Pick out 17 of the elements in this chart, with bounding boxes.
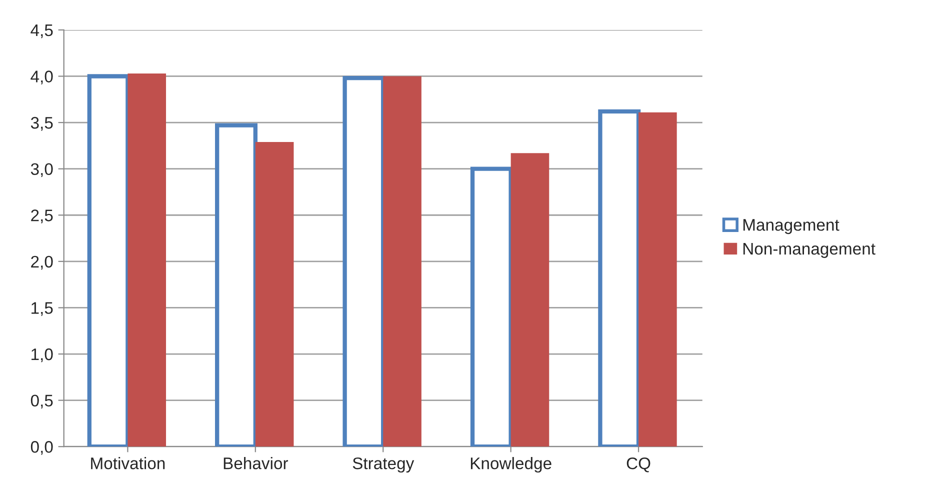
- legend-label: Management: [743, 219, 840, 234]
- legend-label: Non-management: [743, 243, 876, 258]
- x-tick-label: CQ: [626, 457, 650, 472]
- x-tick-label: Knowledge: [470, 457, 552, 473]
- y-tick-label: 2,0: [31, 256, 53, 270]
- x-tick-label: Strategy: [352, 457, 414, 473]
- y-tick-label: 4,0: [30, 70, 53, 84]
- y-tick-label: 0,5: [30, 394, 53, 408]
- y-tick-label: 3,5: [30, 116, 53, 131]
- y-tick-label: 3,0: [30, 163, 53, 177]
- y-tick-label: 2,5: [31, 210, 53, 224]
- y-tick-label: 1,5: [32, 302, 53, 316]
- x-tick-label: Motivation: [91, 457, 165, 470]
- y-tick-label: 1,0: [32, 348, 53, 362]
- y-tick-label: 0,0: [30, 441, 53, 455]
- y-tick-label: 4,5: [30, 24, 53, 38]
- x-tick-label: Behavior: [224, 457, 288, 470]
